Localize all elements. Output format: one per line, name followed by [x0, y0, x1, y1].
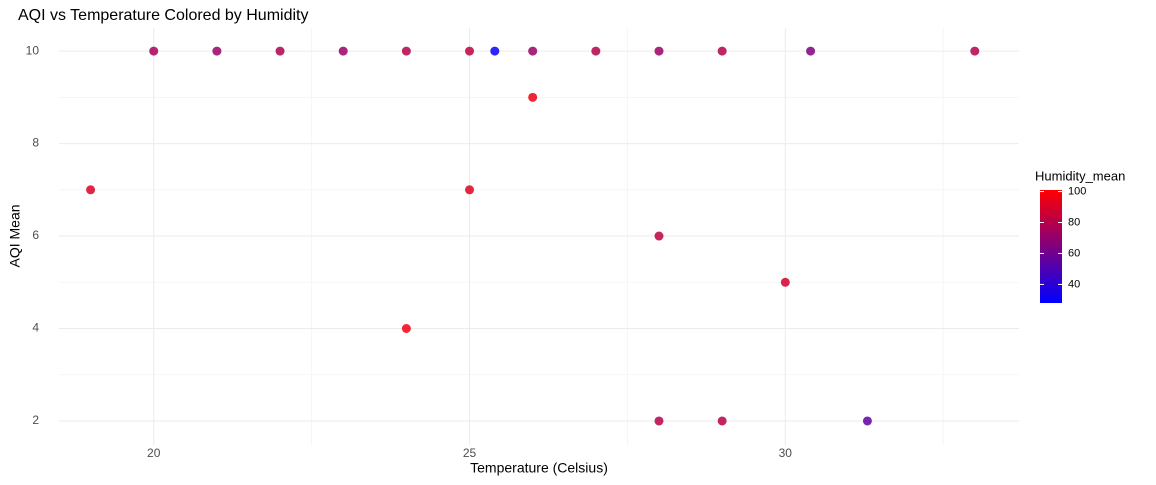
- legend-title: Humidity_mean: [1035, 168, 1125, 183]
- point: [465, 185, 475, 195]
- chart-title: AQI vs Temperature Colored by Humidity: [18, 7, 308, 24]
- y-tick-label: 4: [32, 321, 39, 335]
- point: [717, 46, 727, 56]
- point: [806, 46, 816, 56]
- y-tick-label: 2: [32, 413, 39, 427]
- point: [717, 416, 727, 426]
- point: [970, 46, 980, 56]
- point: [780, 277, 790, 287]
- point: [654, 46, 664, 56]
- y-tick-label: 8: [32, 136, 39, 150]
- point: [654, 231, 664, 241]
- point: [86, 185, 96, 195]
- legend-tick-label: 100: [1068, 185, 1086, 197]
- color-bar: [1040, 190, 1062, 303]
- point: [490, 46, 500, 56]
- point: [591, 46, 601, 56]
- point: [338, 46, 348, 56]
- point: [401, 46, 411, 56]
- point: [528, 92, 538, 102]
- legend-tick-label: 40: [1068, 278, 1080, 290]
- point: [212, 46, 222, 56]
- point: [275, 46, 285, 56]
- point: [149, 46, 159, 56]
- point: [465, 46, 475, 56]
- y-tick-label: 10: [26, 43, 40, 57]
- point: [401, 323, 411, 333]
- point: [654, 416, 664, 426]
- x-tick-label: 30: [779, 446, 793, 460]
- x-axis-label: Temperature (Celsius): [470, 460, 608, 476]
- legend-tick-label: 80: [1068, 216, 1080, 228]
- x-tick-label: 20: [147, 446, 161, 460]
- y-tick-label: 6: [32, 228, 39, 242]
- y-axis-label: AQI Mean: [7, 204, 23, 267]
- point: [528, 46, 538, 56]
- point: [862, 416, 872, 426]
- legend-tick-label: 60: [1068, 247, 1080, 259]
- x-tick-label: 25: [463, 446, 477, 460]
